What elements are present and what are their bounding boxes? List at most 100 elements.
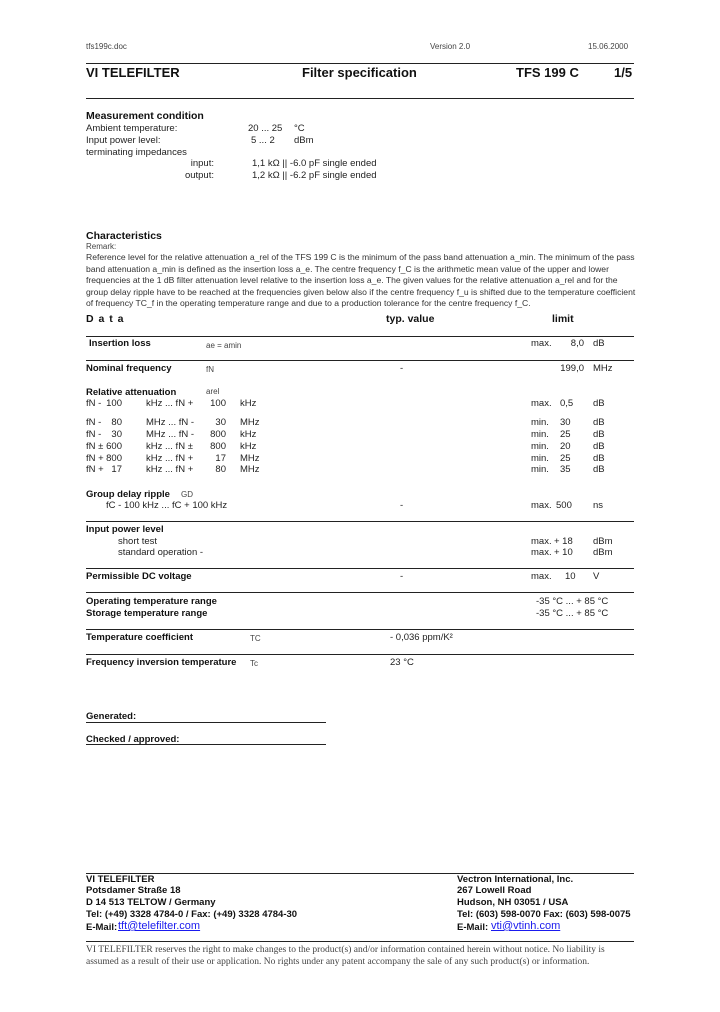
row-label: Relative attenuation [86,387,177,398]
label: Input power level: [86,135,161,146]
signature-line [86,722,326,723]
rel-att-c: MHz ... fN - [146,417,195,428]
row-label: Temperature coefficient [86,632,193,643]
symbol: fN [206,365,214,374]
disclaimer: VI TELEFILTER reserves the right to make… [86,945,605,955]
limit-value: + 10 [554,547,573,558]
email-label: E-Mail: [86,922,118,933]
remark-text: Reference level for the relative attenua… [86,252,636,309]
rel-att-c: kHz ... fN + [146,453,194,464]
rel-att-u: dB [593,429,605,440]
rel-att-b: 80 [111,417,122,428]
row-label: Operating temperature range [86,596,217,607]
divider [86,336,634,337]
limit-value: 8,0 [570,338,584,349]
row-label: Permissible DC voltage [86,571,192,582]
rel-att-u: dB [593,441,605,452]
unit: dBm [593,536,613,547]
checked-label: Checked / approved: [86,734,180,745]
limit-type: max. [531,500,552,511]
typ-value: 23 °C [390,657,414,668]
rel-att-u: dB [593,417,605,428]
limit-value: 199,0 [560,363,584,374]
range: fC - 100 kHz ... fC + 100 kHz [106,500,228,511]
unit: dB [593,338,605,349]
rel-att-u: dB [593,453,605,464]
divider [86,654,634,655]
doc-title: Filter specification [302,65,417,80]
symbol: TC [250,634,261,643]
rel-att-a: fN + [86,464,104,475]
limit-value: 500 [556,500,572,511]
version: Version 2.0 [430,42,471,51]
rel-att-c: kHz ... fN ± [146,441,193,452]
footer-right-line: Hudson, NH 03051 / USA [457,897,569,908]
generated-label: Generated: [86,711,137,722]
rel-att-d: 800 [210,441,226,452]
date: 15.06.2000 [588,42,629,51]
limit-value: -35 °C ... + 85 °C [536,608,609,619]
rel-att-lt: min. [531,453,549,464]
value: 20 ... 25 [248,123,283,134]
rel-att-d: 17 [215,453,226,464]
divider [86,360,634,361]
rel-att-u: dB [593,464,605,475]
unit: V [593,571,600,582]
rel-att-e: MHz [240,464,260,475]
footer-right-line: 267 Lowell Road [457,885,532,896]
email-link[interactable]: vti@vtinh.com [491,920,561,932]
rel-att-a: fN - [86,398,102,409]
row-label: Frequency inversion temperature [86,657,237,668]
row-label: Input power level [86,524,164,535]
relative-attenuation-rows: fN - 100 kHz ... fN + 100 kHz max. 0,5 dB fN - 80… [0,0,720,475]
rel-att-d: 100 [210,398,226,409]
typ-value: - [400,571,404,582]
measurement-title: Measurement condition [86,110,204,122]
company-name: VI TELEFILTER [86,65,180,80]
characteristics-title: Characteristics [86,230,162,242]
rel-att-u: dB [593,398,605,409]
divider [86,873,634,874]
footer-left-line: Potsdamer Straße 18 [86,885,181,896]
rel-att-lt: min. [531,441,549,452]
disclaimer: assumed as a result of their use or appl… [86,957,590,967]
rel-att-d: 80 [215,464,226,475]
page-number: 1/5 [614,65,633,80]
divider [86,521,634,522]
col-typ: typ. value [386,313,435,325]
unit: dBm [294,135,314,146]
rel-att-b: 800 [106,453,122,464]
rel-att-b: 30 [111,429,122,440]
email-link[interactable]: tft@telefilter.com [118,920,201,932]
row-label: Insertion loss [89,338,151,349]
symbol: arel [206,387,220,396]
value: 5 ... 2 [251,135,275,146]
rel-att-a: fN - [86,429,102,440]
divider [86,63,634,64]
rel-att-c: kHz ... fN + [146,464,194,475]
symbol: ae = amin [206,341,242,350]
footer-right-line: Tel: (603) 598-0070 Fax: (603) 598-0075 [457,909,631,920]
limit-value: + 18 [554,536,573,547]
rel-att-a: fN ± [86,441,104,452]
footer-left-line: VI TELEFILTER [86,874,155,885]
col-data: D a t a [86,313,125,325]
row-label: Group delay ripple [86,489,170,500]
col-limit: limit [552,313,574,325]
rel-att-d: 800 [210,429,226,440]
rel-att-lt: min. [531,429,549,440]
label: output: [184,170,214,181]
product-code: TFS 199 C [516,65,579,80]
rel-att-d: 30 [215,417,226,428]
limit-type: max. [531,547,552,558]
email-label: E-Mail: [457,922,489,933]
unit: ns [593,500,604,511]
rel-att-lt: min. [531,464,549,475]
divider [86,592,634,593]
rel-att-a: fN - [86,417,102,428]
rel-att-lv: 20 [560,441,571,452]
value: 1,2 kΩ || -6.2 pF single ended [252,170,377,181]
label: input: [190,158,214,169]
label: Ambient temperature: [86,123,178,134]
